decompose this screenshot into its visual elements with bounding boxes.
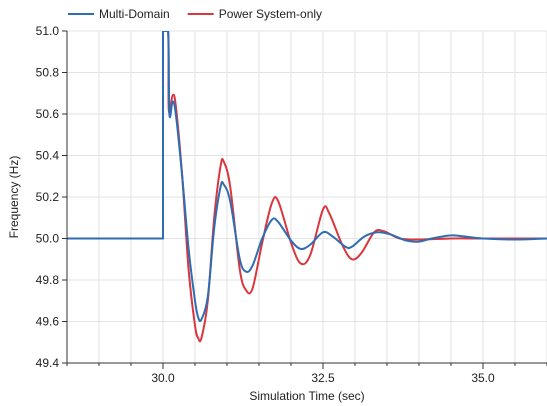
y-tick-label: 50.0 (36, 232, 60, 246)
legend-label-power-system-only[interactable]: Power System-only (219, 7, 322, 21)
x-tick-label: 35.0 (471, 371, 495, 385)
legend[interactable]: Multi-Domain Power System-only (68, 7, 322, 21)
legend-label-multi-domain[interactable]: Multi-Domain (99, 7, 170, 21)
y-tick-label: 50.2 (36, 190, 60, 204)
series-line-multi-domain (67, 31, 547, 323)
y-tick-label: 51.0 (36, 24, 60, 38)
y-tick-label: 50.8 (36, 66, 60, 80)
y-tick-label: 49.4 (36, 356, 60, 370)
y-tick-label: 50.4 (36, 149, 60, 163)
x-tick-label: 32.5 (311, 371, 335, 385)
series-layer (67, 31, 547, 343)
y-tick-label: 50.6 (36, 107, 60, 121)
y-tick-label: 49.6 (36, 315, 60, 329)
x-tick-label: 30.0 (151, 371, 175, 385)
x-axis-title: Simulation Time (sec) (249, 389, 364, 403)
axis-layer: 49.4 49.6 49.8 50.0 50.2 50.4 50.6 50.8 51.0 30.0… (36, 24, 547, 385)
y-tick-label: 49.8 (36, 273, 60, 287)
grid-layer (66, 30, 547, 364)
y-axis-title: Frequency (Hz) (7, 156, 21, 239)
